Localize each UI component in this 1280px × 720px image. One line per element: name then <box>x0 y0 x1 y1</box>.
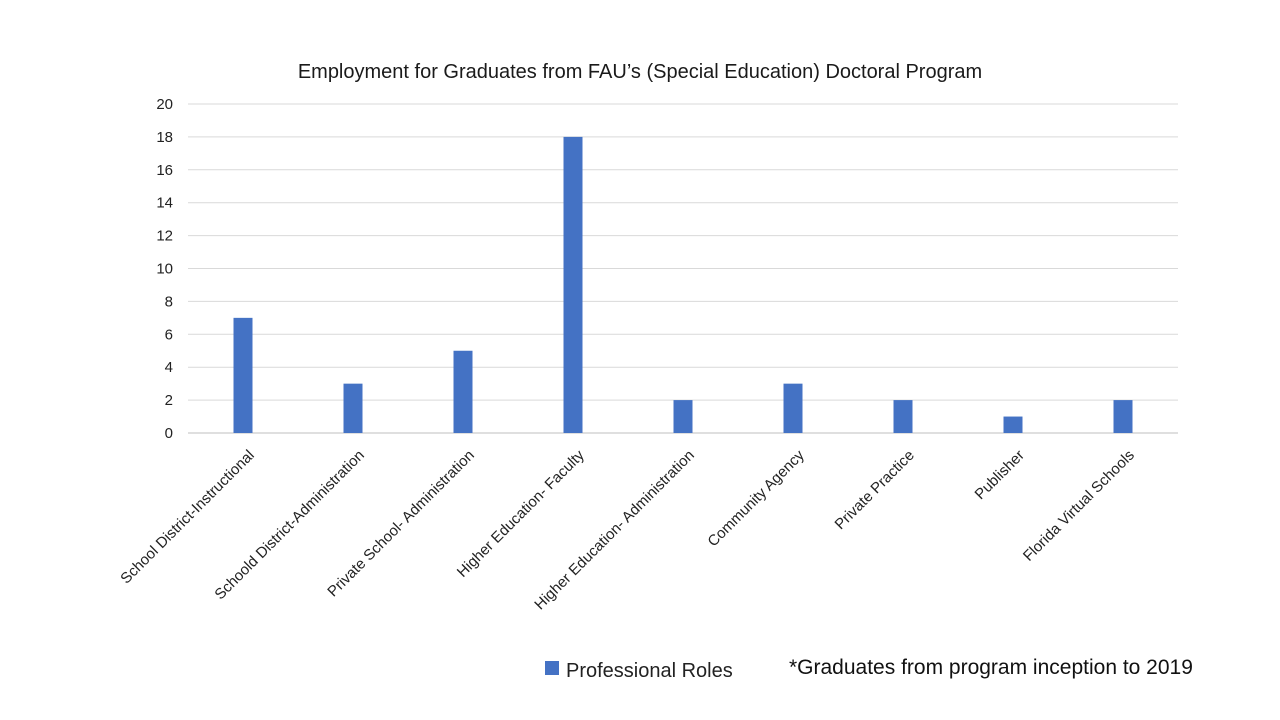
y-tick-label: 6 <box>165 326 173 343</box>
y-axis-ticks: 0 2 4 6 8 10 12 14 16 18 20 <box>156 96 173 442</box>
bar <box>1113 400 1133 433</box>
bar <box>1003 416 1023 433</box>
bar <box>343 383 363 433</box>
gridlines <box>188 103 1178 401</box>
bar <box>233 317 253 433</box>
x-category-label: Florida Virtual Schools <box>1020 447 1138 565</box>
bar <box>893 400 913 433</box>
y-tick-label: 2 <box>165 392 173 409</box>
y-tick-label: 0 <box>165 425 173 442</box>
bars <box>233 136 1133 433</box>
y-tick-label: 10 <box>156 261 173 278</box>
y-tick-label: 12 <box>156 228 173 245</box>
y-tick-label: 16 <box>156 162 173 179</box>
bar <box>673 400 693 433</box>
x-category-label: Higher Education- Faculty <box>454 446 588 580</box>
y-tick-label: 4 <box>165 359 173 376</box>
legend-label: Professional Roles <box>566 660 733 682</box>
legend-swatch <box>545 661 559 675</box>
bar <box>563 136 583 433</box>
bar <box>783 383 803 433</box>
x-category-label: Publisher <box>972 447 1028 503</box>
chart-title: Employment for Graduates from FAU’s (Spe… <box>298 61 982 83</box>
y-tick-label: 8 <box>165 293 173 310</box>
footnote: *Graduates from program inception to 201… <box>789 656 1193 679</box>
bar <box>453 350 473 433</box>
x-category-label: Community Agency <box>704 446 808 550</box>
y-tick-label: 18 <box>156 129 173 146</box>
legend: Professional Roles <box>545 660 733 682</box>
y-tick-label: 14 <box>156 195 173 212</box>
y-tick-label: 20 <box>156 96 173 113</box>
x-category-label: Private Practice <box>832 447 918 533</box>
